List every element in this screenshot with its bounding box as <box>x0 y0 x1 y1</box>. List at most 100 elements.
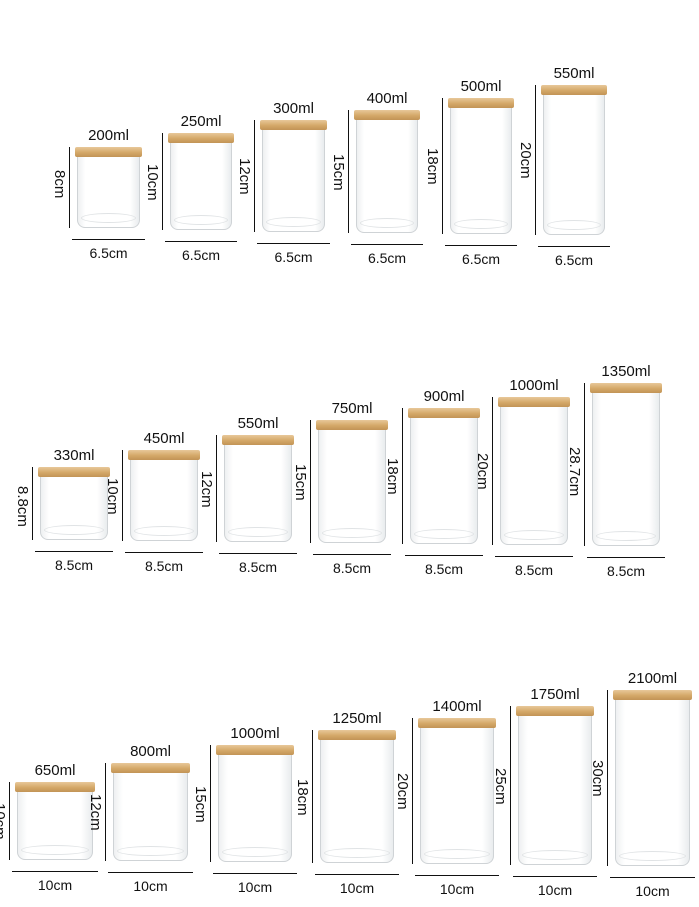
bamboo-lid <box>38 467 110 477</box>
capacity-label: 400ml <box>366 90 408 107</box>
capacity-label: 1000ml <box>230 725 280 742</box>
jar <box>111 763 190 861</box>
jar <box>448 98 514 234</box>
capacity-label: 500ml <box>460 78 502 95</box>
height-dimension-line <box>216 435 217 542</box>
height-dimension-line <box>254 120 255 232</box>
glass-body <box>450 106 512 234</box>
height-dimension-line <box>535 85 536 235</box>
capacity-label: 1350ml <box>601 363 651 380</box>
jar <box>128 450 200 541</box>
diameter-label: 6.5cm <box>367 250 407 266</box>
glass-body <box>77 155 140 228</box>
diameter-label: 6.5cm <box>461 251 501 267</box>
width-dimension-line <box>257 243 330 244</box>
width-dimension-line <box>313 554 391 555</box>
height-label: 12cm <box>198 470 215 508</box>
height-label: 15cm <box>192 785 209 823</box>
capacity-label: 1400ml <box>432 698 482 715</box>
height-label: 20cm <box>394 773 411 810</box>
capacity-label: 250ml <box>180 113 222 130</box>
bamboo-lid <box>318 730 396 740</box>
glass-body <box>17 790 93 860</box>
width-dimension-line <box>351 244 423 245</box>
jar <box>38 467 110 540</box>
jar <box>260 120 327 232</box>
height-label: 10cm <box>104 477 121 515</box>
diameter-label: 6.5cm <box>554 252 594 268</box>
jar <box>316 420 388 543</box>
bamboo-lid <box>448 98 514 108</box>
diameter-label: 8.5cm <box>332 560 372 576</box>
bamboo-lid <box>111 763 190 773</box>
diameter-label: 10cm <box>237 879 273 895</box>
bamboo-lid <box>354 110 420 120</box>
width-dimension-line <box>12 871 98 872</box>
bamboo-lid <box>128 450 200 460</box>
height-label: 8cm <box>51 169 68 198</box>
capacity-label: 750ml <box>331 400 373 417</box>
height-dimension-line <box>122 450 123 541</box>
width-dimension-line <box>315 874 399 875</box>
diameter-label: 8.5cm <box>424 561 464 577</box>
width-dimension-line <box>538 246 610 247</box>
glass-body <box>592 391 660 546</box>
height-dimension-line <box>312 730 313 863</box>
jar <box>498 397 570 545</box>
height-label: 18cm <box>424 148 441 185</box>
height-label: 8.8cm <box>14 485 31 527</box>
glass-body <box>410 416 478 544</box>
height-label: 15cm <box>330 153 347 191</box>
glass-body <box>130 458 198 541</box>
capacity-label: 900ml <box>423 388 465 405</box>
width-dimension-line <box>587 557 665 558</box>
height-dimension-line <box>492 397 493 545</box>
diameter-label: 8.5cm <box>54 557 94 573</box>
bamboo-lid <box>408 408 480 418</box>
width-dimension-line <box>415 875 499 876</box>
diameter-label: 10cm <box>133 878 168 894</box>
height-label: 12cm <box>87 794 104 831</box>
jar <box>168 133 234 230</box>
bamboo-lid <box>590 383 662 393</box>
width-dimension-line <box>445 245 517 246</box>
height-label: 15cm <box>292 463 309 501</box>
glass-body <box>615 698 690 866</box>
jar <box>75 147 142 228</box>
height-dimension-line <box>607 690 608 866</box>
jar <box>541 85 607 235</box>
diameter-label: 6.5cm <box>89 245 128 261</box>
capacity-label: 300ml <box>273 100 314 117</box>
bamboo-lid <box>498 397 570 407</box>
height-dimension-line <box>32 467 33 540</box>
jar <box>408 408 480 544</box>
width-dimension-line <box>72 239 145 240</box>
glass-body <box>40 475 108 540</box>
width-dimension-line <box>108 872 193 873</box>
height-label: 20cm <box>517 142 534 179</box>
diameter-label: 10cm <box>37 877 73 893</box>
glass-body <box>113 771 188 861</box>
width-dimension-line <box>610 877 695 878</box>
bamboo-lid <box>260 120 327 130</box>
glass-body <box>262 128 325 232</box>
width-dimension-line <box>495 556 573 557</box>
height-label: 10cm <box>0 803 8 840</box>
height-dimension-line <box>162 133 163 230</box>
jar <box>516 706 594 865</box>
diameter-label: 10cm <box>439 881 475 897</box>
height-label: 20cm <box>474 453 491 490</box>
diameter-label: 6.5cm <box>181 247 221 263</box>
height-dimension-line <box>105 763 106 861</box>
jar <box>418 718 496 864</box>
bamboo-lid <box>613 690 692 700</box>
capacity-label: 550ml <box>237 415 279 432</box>
glass-body <box>518 714 592 865</box>
height-dimension-line <box>442 98 443 234</box>
height-dimension-line <box>402 408 403 544</box>
height-label: 25cm <box>492 767 509 805</box>
height-label: 18cm <box>384 458 401 495</box>
diameter-label: 6.5cm <box>274 249 313 265</box>
height-dimension-line <box>310 420 311 543</box>
height-dimension-line <box>210 745 211 862</box>
